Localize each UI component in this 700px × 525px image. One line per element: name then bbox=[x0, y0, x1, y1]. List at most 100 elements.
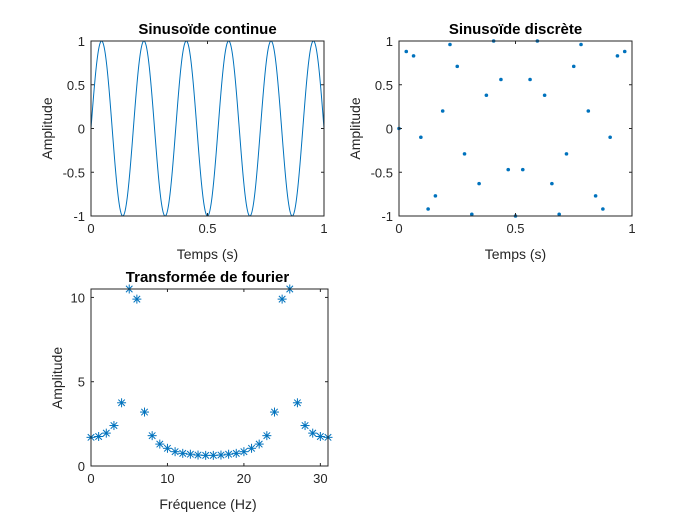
data-point bbox=[571, 64, 576, 69]
asterisk-stroke bbox=[270, 408, 279, 416]
asterisk-stroke bbox=[133, 295, 141, 303]
data-point bbox=[462, 152, 467, 156]
data-point bbox=[520, 167, 525, 172]
subplot-continuous-sine: 0 0.5 1 -1 -0.5 0 0.5 1 Sinusoïde continue Temp… bbox=[39, 21, 328, 262]
data-point bbox=[201, 450, 211, 460]
data-point bbox=[455, 64, 460, 69]
asterisk-stroke bbox=[186, 450, 194, 458]
plot-area bbox=[397, 39, 627, 218]
y-tick-label: 10 bbox=[71, 290, 85, 305]
data-point bbox=[300, 421, 310, 431]
data-point bbox=[132, 294, 142, 304]
asterisk-stroke bbox=[301, 421, 309, 430]
asterisk-stroke bbox=[293, 399, 302, 407]
data-point bbox=[550, 181, 554, 186]
data-point bbox=[277, 294, 287, 304]
data-point bbox=[470, 212, 474, 217]
data-point bbox=[440, 109, 445, 113]
data-point bbox=[593, 194, 598, 198]
data-point bbox=[208, 450, 218, 460]
data-point bbox=[586, 109, 591, 113]
x-tick-label: 0 bbox=[395, 221, 402, 236]
data-point bbox=[140, 407, 150, 417]
data-point bbox=[117, 398, 127, 408]
data-point bbox=[477, 181, 481, 186]
asterisk-stroke bbox=[171, 448, 179, 456]
y-axis-label: Amplitude bbox=[49, 347, 65, 409]
data-point bbox=[269, 407, 279, 417]
data-point bbox=[224, 449, 234, 459]
x-tick-label: 0.5 bbox=[198, 221, 216, 236]
x-tick-label: 30 bbox=[313, 471, 327, 486]
data-point bbox=[193, 450, 203, 460]
data-point bbox=[147, 431, 157, 441]
subplot-title: Sinusoïde discrète bbox=[449, 21, 582, 38]
data-point bbox=[308, 428, 318, 438]
x-axis-label: Temps (s) bbox=[177, 246, 238, 262]
data-point bbox=[433, 194, 438, 198]
y-tick-label: 1 bbox=[386, 34, 393, 49]
asterisk-stroke bbox=[110, 421, 118, 430]
data-point bbox=[239, 447, 249, 457]
asterisk-stroke bbox=[309, 429, 317, 437]
subplot-fourier-transform: 0 10 20 30 0 5 10 Transformée de fourier Fréqu… bbox=[49, 269, 333, 512]
asterisk-stroke bbox=[263, 432, 271, 440]
data-point bbox=[564, 152, 569, 156]
data-point bbox=[419, 135, 423, 140]
y-tick-label: 1 bbox=[78, 34, 85, 49]
data-point bbox=[448, 42, 452, 47]
asterisk-stroke bbox=[117, 399, 126, 407]
x-axis-label: Temps (s) bbox=[485, 246, 546, 262]
data-point bbox=[254, 439, 264, 449]
data-point bbox=[101, 428, 111, 438]
asterisk-stroke bbox=[140, 408, 149, 416]
x-tick-label: 0.5 bbox=[506, 221, 524, 236]
asterisk-stroke bbox=[232, 449, 240, 457]
data-point bbox=[262, 431, 272, 441]
subplot-title: Transformée de fourier bbox=[126, 269, 290, 286]
y-axis-label: Amplitude bbox=[39, 97, 55, 159]
asterisk-stroke bbox=[217, 451, 225, 459]
asterisk-stroke bbox=[316, 432, 324, 441]
data-point bbox=[216, 450, 226, 460]
data-point bbox=[94, 432, 104, 441]
data-point bbox=[292, 398, 302, 408]
asterisk-stroke bbox=[194, 451, 202, 459]
asterisk-stroke bbox=[209, 451, 217, 459]
asterisk-stroke bbox=[163, 444, 172, 452]
data-point bbox=[315, 432, 325, 441]
y-tick-label: 0 bbox=[386, 122, 393, 137]
ticks: 0 0.5 1 -1 -0.5 0 0.5 1 bbox=[63, 34, 328, 236]
y-tick-label: -1 bbox=[381, 209, 393, 224]
data-point bbox=[404, 49, 409, 54]
x-tick-label: 0 bbox=[87, 221, 94, 236]
x-tick-label: 1 bbox=[628, 221, 635, 236]
data-point bbox=[178, 448, 188, 458]
x-tick-label: 20 bbox=[237, 471, 251, 486]
data-point bbox=[231, 448, 241, 458]
data-point bbox=[506, 167, 511, 172]
asterisk-stroke bbox=[278, 295, 286, 303]
data-point bbox=[528, 77, 532, 82]
data-point bbox=[155, 439, 165, 449]
data-point bbox=[557, 212, 561, 217]
data-point bbox=[622, 49, 627, 54]
y-tick-label: 0.5 bbox=[67, 78, 85, 93]
y-axis-label: Amplitude bbox=[347, 97, 363, 159]
asterisk-stroke bbox=[102, 429, 110, 437]
asterisk-stroke bbox=[255, 440, 263, 448]
asterisk-stroke bbox=[225, 450, 233, 458]
y-tick-label: -1 bbox=[73, 209, 85, 224]
x-tick-label: 0 bbox=[87, 471, 94, 486]
data-point bbox=[484, 93, 489, 98]
asterisk-stroke bbox=[179, 449, 187, 457]
y-tick-label: -0.5 bbox=[63, 165, 85, 180]
data-point bbox=[426, 207, 430, 211]
x-tick-label: 10 bbox=[160, 471, 174, 486]
data-point bbox=[499, 77, 503, 82]
data-point bbox=[411, 54, 416, 58]
data-point bbox=[162, 443, 172, 453]
data-point bbox=[185, 449, 195, 459]
